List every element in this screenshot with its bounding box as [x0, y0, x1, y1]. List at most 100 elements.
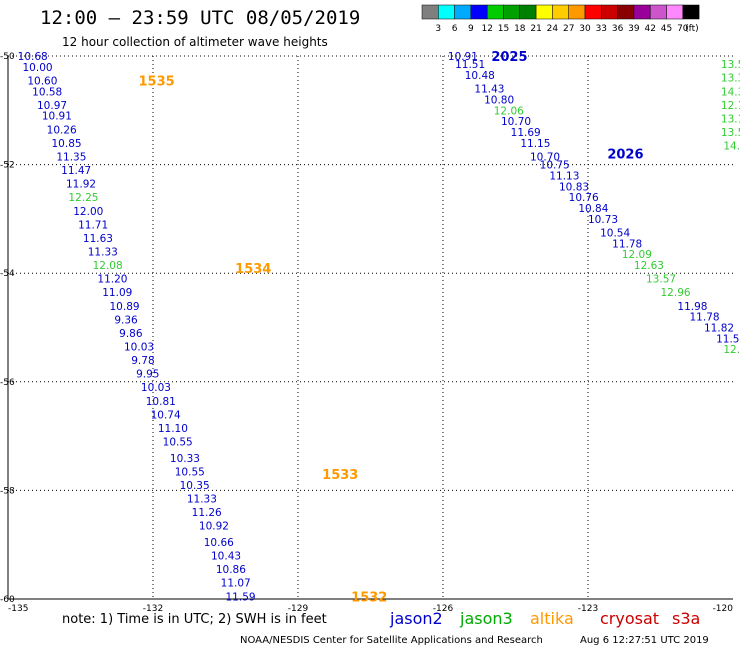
wave-height-label: 11.07	[221, 578, 251, 590]
wave-height-label: 10.66	[204, 537, 234, 549]
wave-height-label: 12.6	[723, 344, 740, 356]
wave-height-label: 12.1	[721, 100, 740, 112]
wave-height-label: 12.06	[494, 105, 524, 117]
pass-number-label: 2025	[491, 50, 527, 65]
wave-height-label: 11.47	[61, 165, 91, 177]
longitude-label: -120	[713, 604, 734, 614]
wave-height-label: 11.43	[474, 84, 504, 96]
scale-swatch	[633, 4, 651, 20]
scale-tick-label: 21	[530, 24, 541, 34]
scale-swatch	[486, 4, 504, 20]
pass-number-label: 1535	[139, 74, 175, 89]
wave-height-label: 10.68	[18, 51, 48, 63]
wave-height-label: 9.78	[131, 355, 154, 367]
wave-height-label: 13.1	[721, 113, 740, 125]
wave-height-points: 10.6810.0010.6010.5810.9710.9110.2610.85…	[18, 51, 740, 603]
units-note: note: 1) Time is in UTC; 2) SWH is in fe…	[62, 612, 327, 627]
page-subtitle: 12 hour collection of altimeter wave hei…	[62, 35, 328, 49]
wave-height-label: 10.86	[216, 564, 246, 576]
wave-height-label: 9.95	[136, 369, 159, 381]
wave-height-label: 10.00	[23, 62, 53, 74]
wave-height-label: 11.35	[56, 151, 86, 163]
wave-height-label: 12.96	[661, 287, 691, 299]
scale-swatch	[649, 4, 667, 20]
legend-s3a: s3a	[672, 609, 701, 628]
latitude-label: -60	[0, 595, 15, 605]
scale-tick-label: 15	[498, 24, 509, 34]
wave-height-label: 10.48	[465, 70, 495, 82]
scale-tick-label: 33	[596, 24, 607, 34]
scale-tick-label: 9	[468, 24, 474, 34]
latitude-label: -58	[0, 486, 15, 496]
scale-swatch	[568, 4, 586, 20]
wave-height-label: 11.33	[187, 494, 217, 506]
pass-number-label: 1533	[322, 468, 358, 483]
wave-height-label: 10.70	[501, 116, 531, 128]
wave-height-label: 11.63	[83, 233, 113, 245]
wave-height-label: 11.15	[520, 138, 550, 150]
scale-tick-label: 70	[677, 24, 689, 34]
pass-number-label: 1534	[235, 262, 271, 277]
longitude-label: -129	[288, 604, 309, 614]
wave-height-label: 11.92	[66, 179, 96, 191]
scale-swatch	[617, 4, 635, 20]
wave-height-label: 14.3	[721, 86, 740, 98]
wave-height-label: 10.03	[141, 382, 171, 394]
wave-height-label: 10.97	[37, 100, 67, 112]
wave-height-label: 10.55	[163, 437, 193, 449]
wave-height-label: 11.82	[704, 323, 734, 335]
wave-height-label: 9.86	[119, 328, 143, 340]
wave-height-label: 9.36	[114, 314, 138, 326]
longitude-label: -132	[143, 604, 163, 614]
wave-height-label: 10.03	[124, 342, 154, 354]
wave-height-label: 10.54	[600, 227, 630, 239]
scale-tick-label: 45	[661, 24, 672, 34]
credit-text: NOAA/NESDIS Center for Satellite Applica…	[240, 635, 543, 646]
wave-height-label: 11.78	[690, 312, 720, 324]
latitude-label: -52	[0, 161, 15, 171]
legend-jason3: jason3	[460, 609, 513, 628]
scale-tick-label: 42	[644, 24, 655, 34]
scale-swatch	[519, 4, 537, 20]
wave-height-label: 13.3	[721, 73, 740, 85]
wave-height-label: 11.26	[192, 507, 222, 519]
wave-height-label: 10.33	[170, 453, 200, 465]
scale-swatch	[503, 4, 521, 20]
wave-height-label: 12.00	[73, 206, 103, 218]
scale-tick-label: 36	[612, 24, 624, 34]
scale-tick-label: 12	[481, 24, 492, 34]
scale-swatch	[438, 4, 455, 20]
page-title: 12:00 – 23:59 UTC 08/05/2019	[40, 7, 361, 29]
scale-swatch	[666, 4, 684, 20]
pass-number-label: 2026	[607, 148, 643, 163]
scale-swatch	[535, 4, 553, 20]
wave-height-label: 11.20	[97, 274, 127, 286]
wave-height-label: 13.57	[646, 274, 676, 286]
wave-height-label: 13.5	[721, 59, 740, 71]
wave-height-label: 12.09	[622, 249, 652, 261]
wave-height-label: 10.76	[569, 192, 599, 204]
wave-height-label: 11.71	[78, 219, 108, 231]
wave-height-label: 10.81	[146, 396, 176, 408]
wave-height-label: 11.13	[549, 170, 579, 182]
longitude-label: -135	[8, 604, 28, 614]
scale-tick-label: 30	[579, 24, 591, 34]
wave-height-label: 11.33	[88, 246, 118, 258]
wave-height-label: 10.89	[110, 301, 140, 313]
wave-height-label: 10.91	[448, 51, 478, 63]
scale-tick-label: 18	[514, 24, 526, 34]
wave-height-label: 10.26	[47, 124, 77, 136]
wave-height-label: 12.08	[93, 260, 123, 272]
wave-height-label: 10.58	[32, 86, 62, 98]
wave-height-label: 10.74	[151, 409, 181, 421]
wave-height-label: 11.09	[102, 287, 132, 299]
scale-tick-label: 24	[547, 24, 559, 34]
wave-height-label: 10.91	[42, 111, 72, 123]
wave-height-label: 10.83	[559, 181, 589, 193]
wave-height-label: 10.84	[578, 203, 608, 215]
scale-swatch	[454, 4, 472, 20]
scale-tick-label: 3	[435, 24, 441, 34]
longitude-label: -126	[433, 604, 454, 614]
latitude-label: -56	[0, 378, 15, 388]
wave-height-label: 10.60	[27, 75, 57, 87]
